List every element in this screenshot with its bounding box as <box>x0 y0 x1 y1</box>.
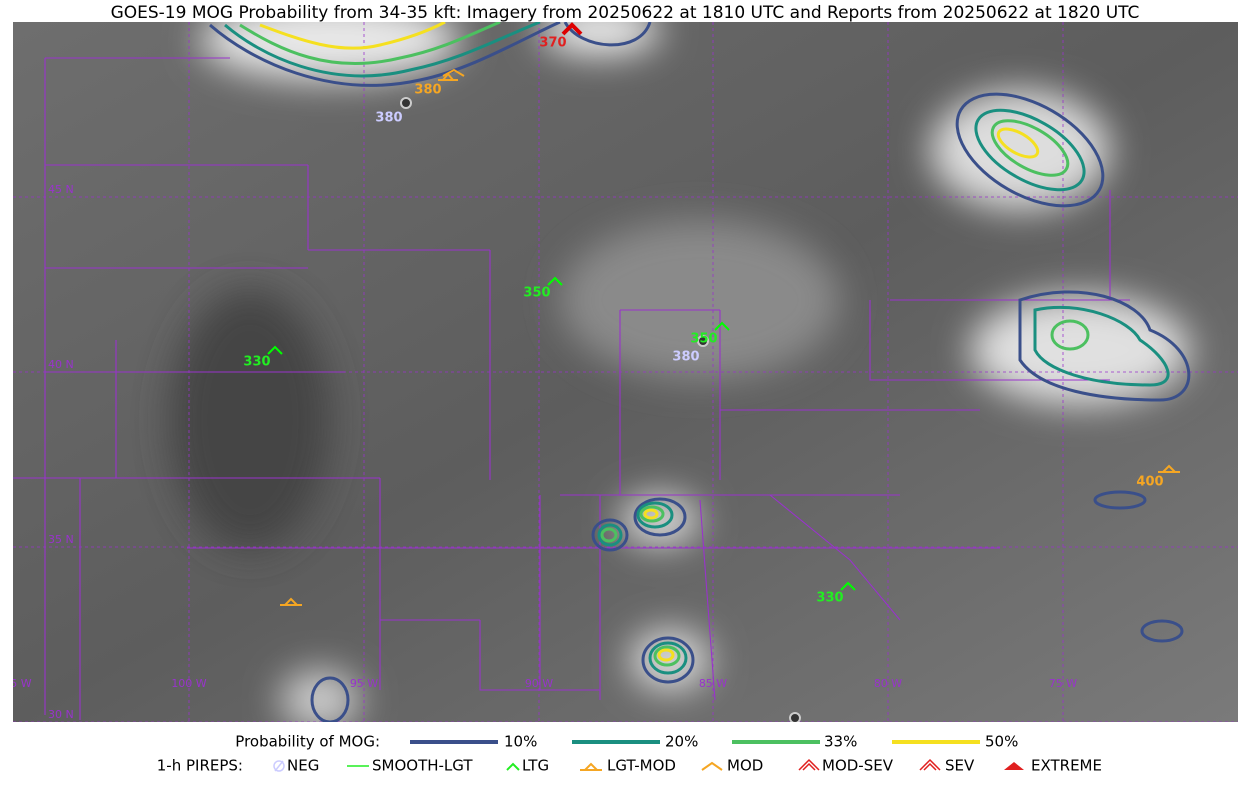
map: 45 N 40 N 35 N 30 N 105 W 100 W 95 W 90 … <box>0 22 1238 722</box>
lat-label: 35 N <box>48 533 74 546</box>
legend-entry: 20% <box>665 733 698 751</box>
lat-label: 40 N <box>48 358 74 371</box>
legend-entry: 50% <box>985 733 1018 751</box>
lon-label: 105 W <box>0 677 32 690</box>
report-altitude: 350 <box>523 286 550 301</box>
lat-label: 45 N <box>48 183 74 196</box>
coordinate-labels: 45 N 40 N 35 N 30 N 105 W 100 W 95 W 90 … <box>0 183 1077 721</box>
lon-label: 75 W <box>1049 677 1077 690</box>
report-altitude: 380 <box>414 83 441 98</box>
pirep-labels: 370 380 380 350 330 350 380 400 330 330 <box>243 36 1163 606</box>
report-altitude: 350 <box>690 332 717 347</box>
lon-label: 95 W <box>350 677 378 690</box>
report-altitude: 330 <box>816 591 843 606</box>
legend-entry: NEG <box>287 757 319 775</box>
legend-title: 1-h PIREPS: <box>157 757 243 775</box>
legend-entry: SMOOTH-LGT <box>372 757 473 775</box>
legend-entry: MOD-SEV <box>822 757 894 775</box>
report-altitude: 370 <box>539 36 566 51</box>
title: GOES-19 MOG Probability from 34-35 kft: … <box>111 3 1140 23</box>
lon-label: 85 W <box>699 677 727 690</box>
report-altitude: 380 <box>672 350 699 365</box>
legend-entry: 10% <box>504 733 537 751</box>
report-altitude: 400 <box>1136 475 1163 490</box>
pirep-symbols <box>267 22 1180 722</box>
legend-title: Probability of MOG: <box>235 733 380 751</box>
legend-entry: LGT-MOD <box>607 757 676 775</box>
lon-label: 90 W <box>525 677 553 690</box>
lon-label: 80 W <box>874 677 902 690</box>
lon-label: 100 W <box>171 677 206 690</box>
report-altitude: 380 <box>375 111 402 126</box>
legend-entry: LTG <box>522 757 549 775</box>
legend-entry: EXTREME <box>1031 757 1102 775</box>
legend-entry: 33% <box>824 733 857 751</box>
probability-contours <box>209 22 1191 722</box>
legend-entry: SEV <box>945 757 975 775</box>
legend: Probability of MOG: 10% 20% 33% 50% 1-h … <box>157 733 1102 775</box>
legend-entry: MOD <box>727 757 763 775</box>
report-altitude: 330 <box>243 355 270 370</box>
lat-label: 30 N <box>48 708 74 721</box>
